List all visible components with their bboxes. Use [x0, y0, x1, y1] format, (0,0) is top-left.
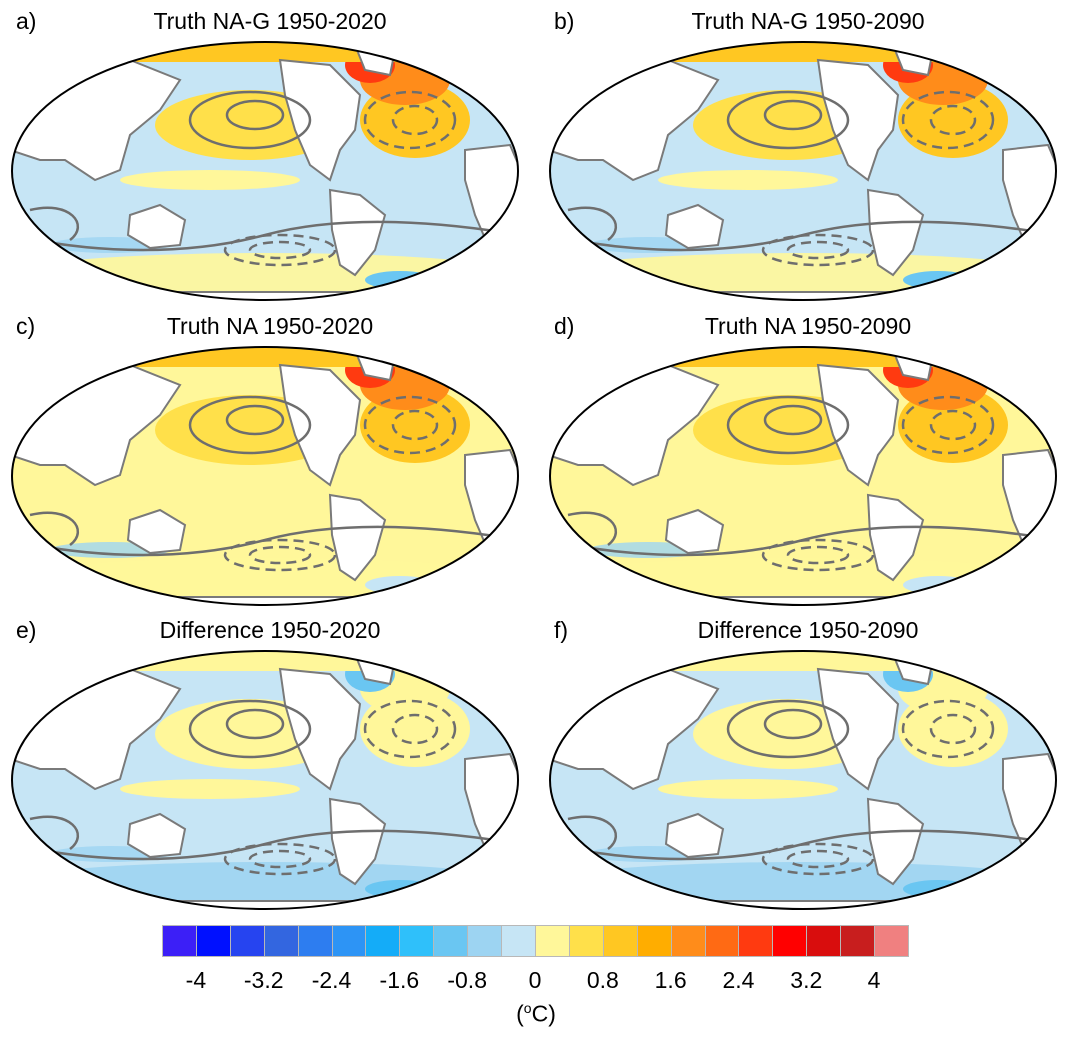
colorbar-tick-label: -1.6: [379, 967, 420, 993]
colorbar-swatch: [636, 925, 672, 957]
map-panel: c) Truth NA 1950-2020: [10, 313, 530, 618]
map-panel: a) Truth NA-G 1950-2020: [10, 8, 530, 313]
colorbar-swatch: [467, 925, 503, 957]
map-projection: [11, 650, 519, 910]
map-projection: [11, 346, 519, 606]
colorbar-tick-label: 3.2: [790, 967, 823, 993]
colorbar-tick-label: 0: [528, 967, 542, 993]
panel-letter: e): [16, 617, 37, 643]
map-projection: [549, 650, 1057, 910]
map-panel: e) Difference 1950-2020: [10, 617, 530, 922]
colorbar-swatch: [874, 925, 909, 957]
colorbar-tick-label: -0.8: [447, 967, 487, 993]
colorbar-swatch: [772, 925, 808, 957]
map-panel: f) Difference 1950-2090: [548, 617, 1068, 922]
colorbar-tick-label: -4: [185, 967, 207, 993]
colorbar-units: (oC): [516, 1000, 556, 1027]
panel-letter: f): [554, 617, 569, 643]
map-panel: b) Truth NA-G 1950-2090: [548, 8, 1068, 313]
colorbar-swatch: [365, 925, 401, 957]
colorbar-tick-label: -3.2: [243, 967, 284, 993]
colorbar-tick-label: 0.8: [586, 967, 619, 993]
colorbar-swatch: [433, 925, 469, 957]
colorbar-swatch: [162, 925, 197, 957]
colorbar-swatch: [229, 925, 265, 957]
colorbar-tick-label: 4: [867, 967, 881, 993]
map-panel: d) Truth NA 1950-2090: [548, 313, 1068, 618]
panel-letter: b): [554, 8, 575, 34]
map-projection: [549, 346, 1057, 606]
colorbar-swatch: [501, 925, 536, 957]
colorbar-swatch: [297, 925, 333, 957]
colorbar-swatch: [704, 925, 740, 957]
colorbar-tick-label: -2.4: [311, 967, 352, 993]
panel-letter: a): [16, 8, 37, 34]
colorbar-swatch: [670, 925, 706, 957]
panel-title: Truth NA-G 1950-2090: [691, 8, 925, 34]
colorbar-swatch: [568, 925, 604, 957]
panel-title: Difference 1950-2020: [159, 617, 381, 643]
map-projection: [11, 41, 519, 301]
colorbar-swatch: [535, 925, 570, 957]
colorbar-swatch: [263, 925, 299, 957]
panel-letter: d): [554, 313, 575, 339]
panel-letter: c): [16, 313, 36, 339]
panel-title: Truth NA-G 1950-2020: [153, 8, 387, 34]
colorbar-swatch: [399, 925, 435, 957]
panel-title: Truth NA 1950-2090: [704, 313, 912, 339]
colorbar: [162, 925, 909, 957]
panel-title: Difference 1950-2090: [697, 617, 919, 643]
map-projection: [549, 41, 1057, 301]
colorbar-swatch: [602, 925, 638, 957]
colorbar-tick-label: 2.4: [722, 967, 755, 993]
panel-title: Truth NA 1950-2020: [166, 313, 374, 339]
colorbar-swatch: [738, 925, 774, 957]
colorbar-swatch: [331, 925, 367, 957]
colorbar-swatch: [806, 925, 842, 957]
colorbar-swatch: [195, 925, 231, 957]
colorbar-tick-label: 1.6: [654, 967, 687, 993]
colorbar-swatch: [840, 925, 876, 957]
